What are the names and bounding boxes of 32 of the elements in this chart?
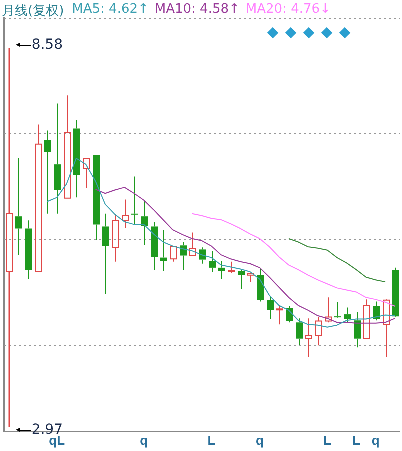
candlestick	[102, 213, 109, 295]
text: MA10: 4.58↑	[154, 2, 240, 19]
candlestick	[238, 269, 245, 290]
candlestick	[305, 318, 312, 358]
text: MA20: 4.76↓	[246, 2, 331, 19]
candlestick	[15, 158, 22, 256]
candlestick	[170, 246, 177, 262]
candlestick	[64, 95, 71, 199]
candlestick	[6, 48, 13, 428]
candlestick	[315, 316, 322, 346]
candlestick	[131, 176, 138, 226]
candlestick	[83, 158, 90, 189]
x-tick-label: q	[140, 432, 148, 448]
x-tick-label: q	[372, 432, 380, 448]
x-tick-label: L	[324, 432, 332, 448]
annotation: 8.58	[32, 37, 63, 54]
candlestick	[25, 220, 32, 280]
text: MA5: 4.62↑	[72, 2, 149, 19]
candlestick	[35, 124, 42, 272]
candlestick	[44, 130, 51, 214]
candlestick	[54, 103, 61, 214]
x-tick-label: L	[352, 432, 361, 448]
candlestick	[151, 222, 158, 270]
candlestick	[199, 247, 206, 264]
chart-title: 月线(复权)	[2, 3, 64, 20]
x-tick-label: L	[208, 432, 216, 448]
x-tick-label: q	[256, 432, 264, 448]
candlestick	[209, 250, 216, 272]
candlestick	[93, 155, 100, 241]
candlestick	[141, 200, 148, 246]
candlestick	[189, 232, 196, 256]
candlestick	[73, 120, 80, 198]
